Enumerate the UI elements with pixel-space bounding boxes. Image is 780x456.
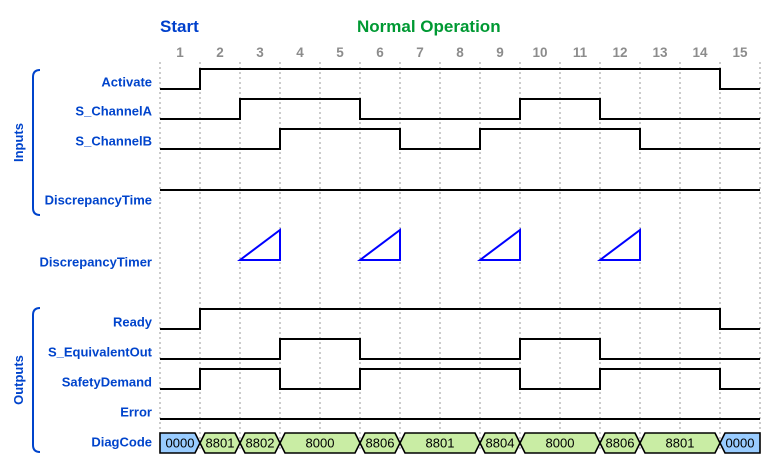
diagcode-segment (159, 432, 201, 454)
tick-label: 15 (732, 45, 748, 60)
tick-label: 8 (456, 45, 464, 60)
timer-ramp (357, 228, 401, 261)
tick-label: 11 (573, 45, 588, 60)
diagcode-value: 8801 (666, 436, 695, 451)
inputs-bracket (32, 69, 41, 216)
tick-label: 1 (176, 45, 184, 60)
tick-label: 10 (532, 45, 547, 60)
signal-label-diagcode: DiagCode (91, 435, 152, 450)
signal-label-activate: Activate (101, 75, 152, 90)
diagcode-value: 8801 (426, 436, 455, 451)
diagcode-value: 8801 (206, 436, 235, 451)
diagcode-value: 8806 (606, 436, 635, 451)
waveform-s-channela (160, 98, 760, 120)
signal-label-s-channela: S_ChannelA (75, 104, 152, 119)
phase-header-start: Start (160, 17, 199, 36)
tick-label: 13 (652, 45, 668, 60)
tick-label: 6 (376, 45, 384, 60)
diagcode-segment (719, 432, 761, 454)
signal-label-discrepancytime: DiscrepancyTime (45, 193, 152, 208)
outputs-bracket (32, 307, 41, 453)
signal-label-ready: Ready (113, 315, 153, 330)
waveform-s-channelb (160, 128, 760, 150)
diagcode-value: 8804 (486, 436, 515, 451)
waveform-safetydemand (160, 368, 760, 390)
timer-ramp (477, 228, 521, 261)
waveform-ready (160, 308, 760, 330)
diagcode-value: 8000 (546, 436, 575, 451)
timer-ramp (237, 228, 281, 261)
tick-label: 3 (256, 45, 264, 60)
signal-label-safetydemand: SafetyDemand (62, 375, 152, 390)
waveform-activate (160, 68, 760, 90)
phase-header-normal-operation: Normal Operation (357, 17, 501, 36)
diagcode-value: 8806 (366, 436, 395, 451)
tick-label: 2 (216, 45, 224, 60)
diagcode-value: 0000 (726, 436, 755, 451)
signal-label-discrepancytimer: DiscrepancyTimer (40, 255, 153, 270)
tick-label: 9 (496, 45, 504, 60)
signal-label-error: Error (120, 405, 152, 420)
diagcode-value: 8000 (306, 436, 335, 451)
outputs-group-label: Outputs (11, 355, 26, 405)
tick-label: 14 (692, 45, 708, 60)
inputs-group-label: Inputs (11, 123, 26, 162)
tick-label: 12 (612, 45, 627, 60)
tick-label: 4 (296, 45, 304, 60)
timer-ramp (597, 228, 641, 261)
waveform-s-equivalentout (160, 338, 760, 360)
diagcode-value: 8802 (246, 436, 275, 451)
tick-label: 5 (336, 45, 344, 60)
signal-label-s-equivalentout: S_EquivalentOut (48, 345, 153, 360)
signal-label-s-channelb: S_ChannelB (75, 134, 152, 149)
diagcode-value: 0000 (166, 436, 195, 451)
tick-label: 7 (416, 45, 424, 60)
